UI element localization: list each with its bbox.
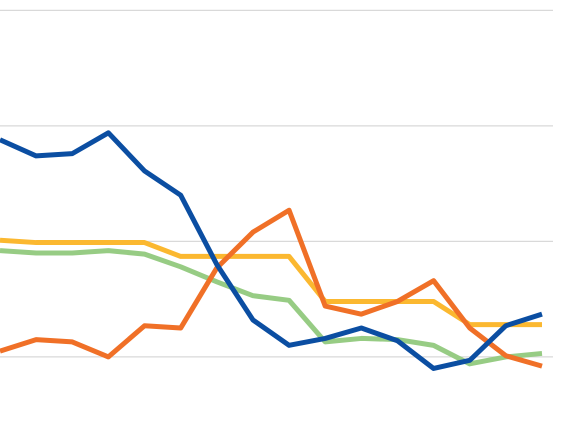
series-line [0,207,543,369]
series-line [0,248,543,367]
series-line [0,130,543,371]
series-line [0,237,542,328]
